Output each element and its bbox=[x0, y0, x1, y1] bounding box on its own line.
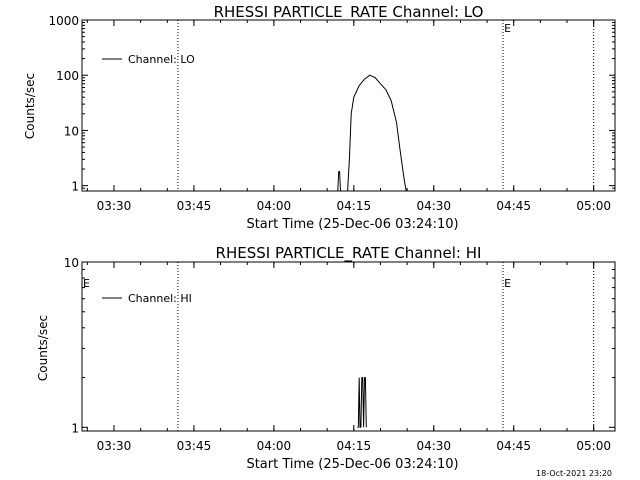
x-tick-label: 03:30 bbox=[97, 439, 132, 453]
x-tick-label: 04:15 bbox=[337, 199, 372, 213]
chart-panel-lo: RHESSI PARTICLE_RATE Channel: LO 03:30 03:… bbox=[23, 3, 616, 232]
chart-title: RHESSI PARTICLE_RATE Channel: HI bbox=[216, 244, 482, 263]
x-tick-label: 04:45 bbox=[496, 199, 531, 213]
chart-panel-hi: RHESSI PARTICLE_RATE Channel: HI 03:30 03:… bbox=[36, 244, 616, 472]
x-axis-label: Start Time (25-Dec-06 03:24:10) bbox=[246, 457, 458, 472]
y-tick-label: 10 bbox=[64, 124, 79, 138]
event-marker: E bbox=[504, 22, 511, 35]
x-tick-label: 04:15 bbox=[337, 439, 372, 453]
x-tick-label: 04:45 bbox=[496, 439, 531, 453]
event-marker: E bbox=[504, 277, 511, 290]
y-axis-label: Counts/sec bbox=[23, 73, 37, 139]
legend-label: Channel: HI bbox=[128, 292, 192, 305]
y-axis-label: Counts/sec bbox=[36, 315, 50, 381]
series-line bbox=[357, 377, 367, 428]
x-tick-label: 04:00 bbox=[257, 439, 292, 453]
y-tick-label: 1 bbox=[71, 180, 79, 194]
x-tick-label: 05:00 bbox=[576, 199, 611, 213]
x-tick-label: 05:00 bbox=[576, 439, 611, 453]
plot-frame bbox=[81, 19, 616, 192]
footer-timestamp: 18-Oct-2021 23:20 bbox=[536, 469, 612, 478]
x-tick-label: 04:00 bbox=[257, 199, 292, 213]
y-tick-label: 1 bbox=[71, 421, 79, 435]
x-tick-label: 03:45 bbox=[177, 199, 212, 213]
y-tick-label: 10 bbox=[64, 256, 79, 270]
legend-label: Channel: LO bbox=[128, 53, 195, 66]
x-tick-label: 03:45 bbox=[177, 439, 212, 453]
plot-frame bbox=[81, 261, 616, 432]
y-tick-label: 100 bbox=[56, 69, 79, 83]
event-marker: E bbox=[83, 277, 90, 290]
x-axis-label: Start Time (25-Dec-06 03:24:10) bbox=[246, 217, 458, 232]
series-line bbox=[337, 74, 407, 192]
x-tick-label: 04:30 bbox=[416, 199, 451, 213]
x-tick-label: 04:30 bbox=[416, 439, 451, 453]
chart-title: RHESSI PARTICLE_RATE Channel: LO bbox=[214, 3, 484, 22]
x-tick-label: 03:30 bbox=[97, 199, 132, 213]
y-tick-label: 1000 bbox=[48, 14, 79, 28]
